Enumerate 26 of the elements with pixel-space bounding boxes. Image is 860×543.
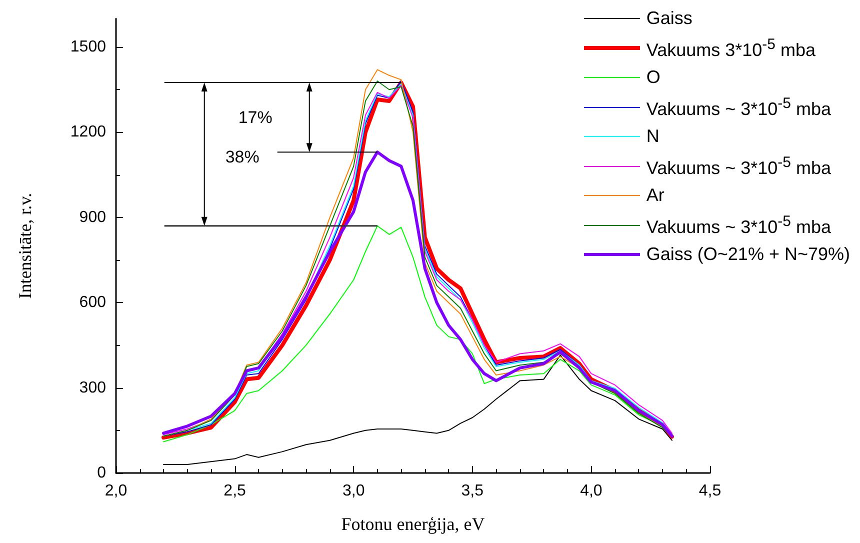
- annotation: 17%: [238, 108, 272, 127]
- x-axis-title: Fotonu enerģija, eV: [341, 514, 485, 534]
- legend-label: Vakuums ~ 3*10$^{-5}$ mba: [646, 212, 832, 238]
- legend-label: Ar: [646, 185, 664, 206]
- legend-label: Gaiss (O~21% + N~79%): [646, 244, 850, 266]
- legend-label: O: [646, 67, 660, 88]
- line-series: [163, 354, 672, 465]
- x-tick-label: 4,0: [580, 482, 602, 500]
- legend-label: Vakuums ~ 3*10$^{-5}$ mba: [646, 154, 832, 179]
- legend-label: Vakuums 3*10$^{-5}$ mba: [646, 36, 816, 61]
- y-axis-title: Intensitāte, r.v.: [15, 192, 35, 299]
- legend-label: Vakuums ~ 3*10$^{-5}$ mba: [646, 94, 832, 120]
- y-tick-label: 1500: [70, 38, 106, 56]
- y-tick-label: 1200: [70, 124, 106, 141]
- annotation: 38%: [225, 148, 260, 167]
- x-tick-label: 4,5: [698, 482, 722, 500]
- x-tick-label: 2,0: [104, 482, 128, 500]
- legend-label: N: [646, 126, 660, 148]
- y-tick-label: 0: [97, 464, 106, 482]
- y-tick-label: 900: [79, 208, 106, 226]
- y-tick-label: 600: [79, 294, 106, 312]
- legend-label: Gaiss: [646, 8, 692, 30]
- y-tick-label: 300: [79, 379, 106, 396]
- x-tick-label: 3,5: [461, 482, 484, 500]
- x-tick-label: 3,0: [342, 482, 365, 500]
- x-tick-label: 2,5: [224, 482, 246, 500]
